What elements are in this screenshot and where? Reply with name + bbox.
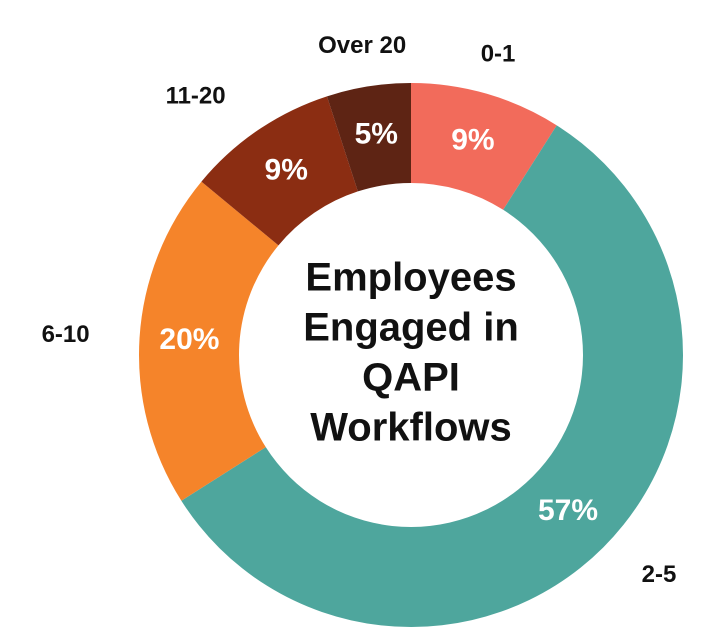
donut-segment [326, 83, 411, 192]
category-label: Over 20 [318, 32, 406, 59]
donut-segment [139, 181, 279, 501]
category-label: 2-5 [642, 561, 677, 588]
chart-title: Employees [305, 256, 516, 300]
value-label: 9% [265, 153, 308, 186]
donut-segment [411, 83, 557, 210]
chart-title: Workflows [310, 406, 512, 450]
value-label: 5% [355, 118, 398, 151]
category-label: 6-10 [42, 321, 90, 348]
category-label: 11-20 [166, 82, 226, 109]
chart-title: QAPI [362, 356, 460, 400]
donut-segment [201, 96, 358, 246]
value-label: 9% [451, 124, 494, 157]
value-label: 20% [159, 323, 219, 356]
category-label: 0-1 [481, 41, 516, 68]
value-label: 57% [538, 494, 598, 527]
donut-segment [181, 125, 684, 628]
chart-title: Engaged in [303, 306, 519, 350]
